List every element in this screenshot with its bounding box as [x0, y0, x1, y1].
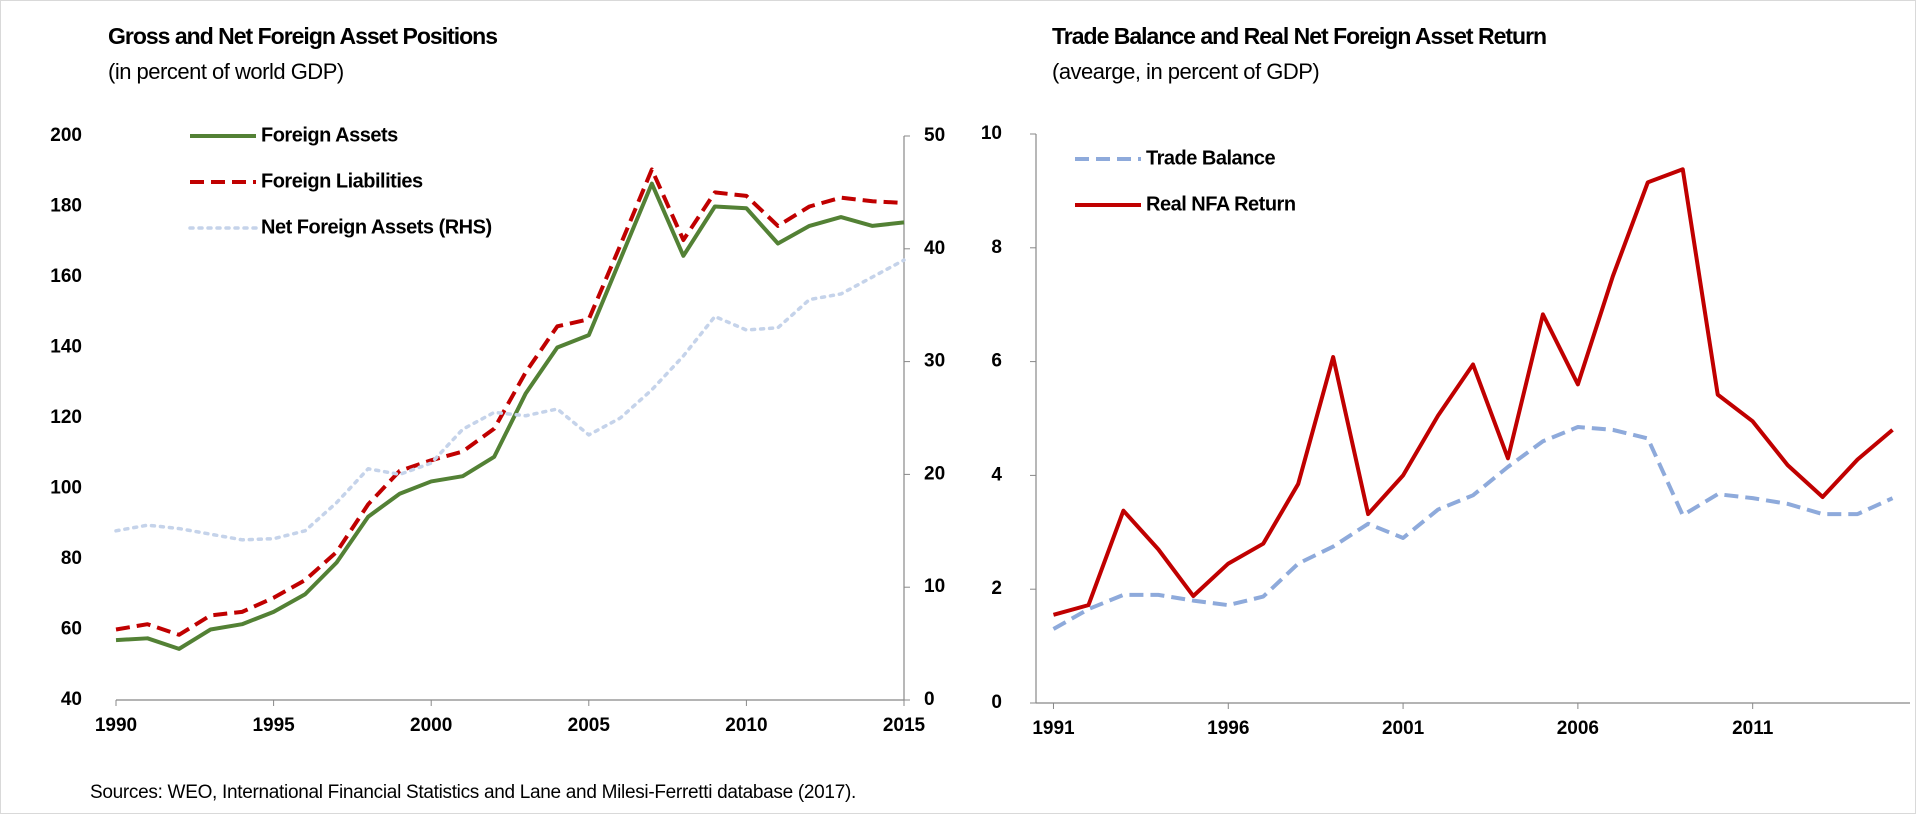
y-tick-label: 2 [991, 578, 1002, 599]
source-note: Sources: WEO, International Financial St… [90, 782, 856, 803]
y-tick-label: 4 [991, 464, 1002, 485]
y2-tick-label: 50 [924, 125, 945, 146]
y-tick-label: 120 [50, 407, 82, 428]
y-tick-label: 60 [61, 619, 82, 640]
legend-label: Trade Balance [1146, 147, 1276, 169]
legend-label: Foreign Liabilities [261, 170, 423, 192]
y2-tick-label: 10 [924, 576, 945, 597]
series-line [114, 258, 906, 542]
x-tick-label: 2011 [1732, 718, 1774, 739]
y-tick-label: 160 [50, 266, 82, 287]
x-tick-label: 1991 [1032, 718, 1075, 739]
x-tick-label: 1990 [95, 715, 137, 736]
y-tick-label: 6 [991, 351, 1002, 372]
series-line [115, 167, 905, 637]
y2-tick-label: 30 [924, 351, 945, 372]
y2-tick-label: 40 [924, 238, 945, 259]
y-tick-label: 180 [50, 196, 82, 217]
legend-label: Net Foreign Assets (RHS) [261, 216, 492, 238]
series-line [115, 181, 905, 651]
x-tick-label: 1995 [252, 715, 295, 736]
series-line [1052, 425, 1894, 631]
y-tick-label: 140 [50, 337, 82, 358]
y-tick-label: 100 [50, 478, 82, 499]
y2-tick-label: 0 [924, 689, 935, 710]
y-tick-label: 10 [981, 123, 1002, 144]
y-tick-label: 80 [61, 548, 82, 569]
x-tick-label: 2015 [883, 715, 926, 736]
x-tick-label: 2001 [1382, 718, 1425, 739]
series-line [1052, 167, 1894, 617]
x-tick-label: 1996 [1207, 718, 1249, 739]
legend-label: Real NFA Return [1146, 193, 1296, 215]
y-tick-label: 200 [50, 125, 82, 146]
x-tick-label: 2010 [725, 715, 767, 736]
chart-subtitle: (avearge, in percent of GDP) [1052, 59, 1319, 84]
y-tick-label: 8 [991, 237, 1002, 258]
x-tick-label: 2005 [568, 715, 611, 736]
x-tick-label: 2006 [1557, 718, 1599, 739]
legend-label: Foreign Assets [261, 124, 398, 146]
y2-tick-label: 20 [924, 463, 945, 484]
y-tick-label: 40 [61, 689, 82, 710]
y-tick-label: 0 [991, 692, 1002, 713]
x-tick-label: 2000 [410, 715, 452, 736]
chart-subtitle: (in percent of world GDP) [108, 59, 344, 84]
chart-title: Trade Balance and Real Net Foreign Asset… [1052, 23, 1546, 49]
chart-title: Gross and Net Foreign Asset Positions [108, 23, 497, 49]
